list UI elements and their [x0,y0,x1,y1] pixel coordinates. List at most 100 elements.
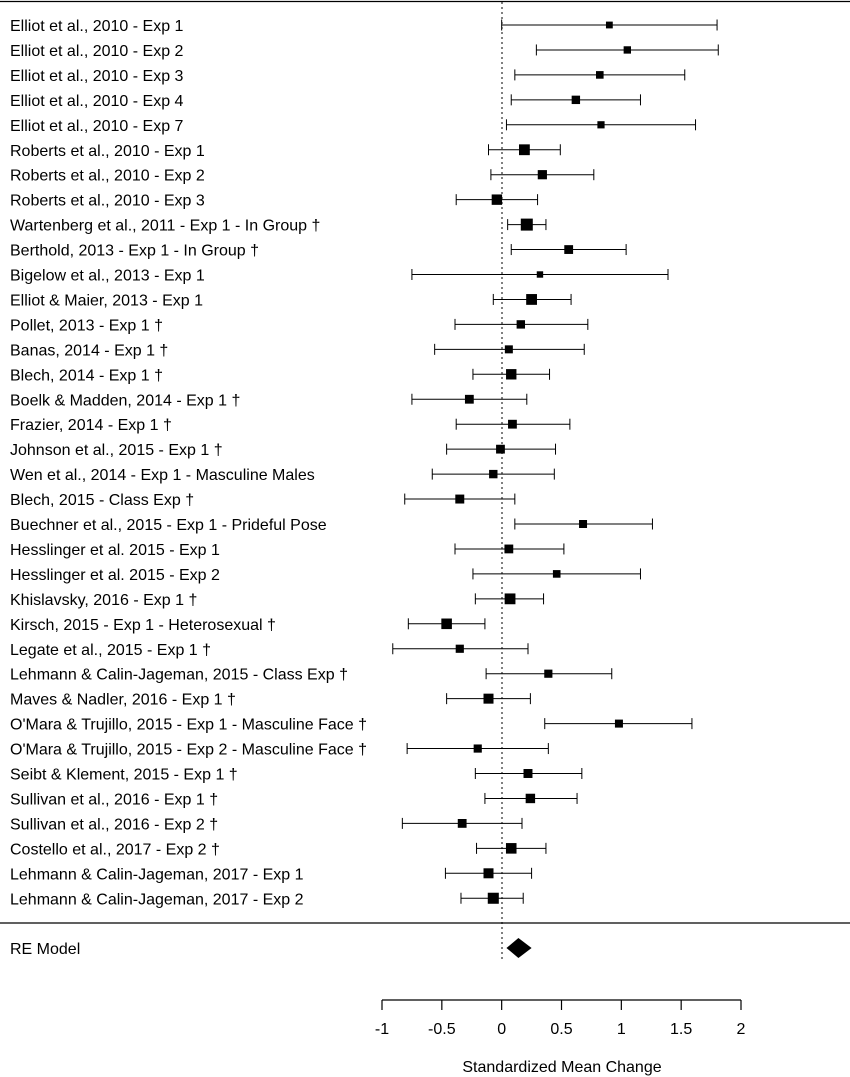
point-estimate [441,618,452,630]
point-estimate [457,819,467,828]
point-estimate [483,693,494,704]
study-label: Lehmann & Calin-Jageman, 2015 - Class Ex… [10,667,348,684]
study-row: Elliot & Maier, 2013 - Exp 1 [10,292,572,309]
study-row: Maves & Nadler, 2016 - Exp 1 † [10,692,531,709]
study-label: Maves & Nadler, 2016 - Exp 1 † [10,692,236,709]
study-row: O'Mara & Trujillo, 2015 - Exp 2 - Mascul… [10,742,549,759]
study-row: Johnson et al., 2015 - Exp 1 † [10,442,557,459]
point-estimate [506,369,517,380]
study-row: Elliot et al., 2010 - Exp 2 [10,43,719,60]
point-estimate [489,469,498,479]
point-estimate [595,71,604,79]
study-label: Elliot et al., 2010 - Exp 4 [10,93,184,110]
study-row: Blech, 2014 - Exp 1 † [10,367,551,384]
study-row: Hesslinger et al. 2015 - Exp 1 [10,542,565,559]
study-label: Elliot et al., 2010 - Exp 2 [10,43,184,60]
study-rows: Elliot et al., 2010 - Exp 1 Elliot et al.… [10,18,719,908]
study-row: Berthold, 2013 - Exp 1 - In Group † [10,243,627,260]
study-row: Bigelow et al., 2013 - Exp 1 [10,268,669,285]
study-row: Lehmann & Calin-Jageman, 2017 - Exp 1 [10,866,533,883]
study-label: Bigelow et al., 2013 - Exp 1 [10,268,205,285]
study-row: Hesslinger et al. 2015 - Exp 2 [10,567,641,584]
study-row: Lehmann & Calin-Jageman, 2017 - Exp 2 [10,891,524,908]
point-estimate [536,271,544,278]
study-row: Banas, 2014 - Exp 1 † [10,342,585,359]
study-row: Elliot et al., 2010 - Exp 1 [10,18,718,35]
study-label: Legate et al., 2015 - Exp 1 † [10,642,211,659]
point-estimate [564,245,574,254]
summary-diamond [506,938,532,958]
point-estimate [504,544,514,554]
study-label: Hesslinger et al. 2015 - Exp 1 [10,542,220,559]
study-label: Boelk & Madden, 2014 - Exp 1 † [10,392,240,409]
point-estimate [520,218,533,231]
study-label: Elliot & Maier, 2013 - Exp 1 [10,292,203,309]
point-estimate [496,444,505,454]
point-estimate [464,394,474,404]
point-estimate [504,593,516,605]
study-label: Frazier, 2014 - Exp 1 † [10,417,172,434]
study-label: Elliot et al., 2010 - Exp 7 [10,118,184,135]
study-row: Sullivan et al., 2016 - Exp 1 † [10,791,578,808]
study-row: Khislavsky, 2016 - Exp 1 † [10,592,545,609]
study-label: Johnson et al., 2015 - Exp 1 † [10,442,223,459]
point-estimate [483,868,494,879]
x-tick-label: 2 [737,1021,746,1038]
study-label: Wen et al., 2014 - Exp 1 - Masculine Mal… [10,467,315,484]
x-tick-label: -0.5 [428,1021,456,1038]
study-label: Elliot et al., 2010 - Exp 3 [10,68,184,85]
study-label: Wartenberg et al., 2011 - Exp 1 - In Gro… [10,218,320,235]
point-estimate [579,520,588,528]
point-estimate [623,46,631,54]
point-estimate [523,769,533,778]
x-tick-label: 0 [497,1021,506,1038]
study-label: Khislavsky, 2016 - Exp 1 † [10,592,197,609]
x-tick-label: 0.5 [550,1021,572,1038]
study-label: Sullivan et al., 2016 - Exp 2 † [10,816,218,833]
study-row: Elliot et al., 2010 - Exp 7 [10,118,697,135]
point-estimate [526,294,537,305]
study-row: Frazier, 2014 - Exp 1 † [10,417,571,434]
x-tick-label: 1 [617,1021,626,1038]
study-row: Seibt & Klement, 2015 - Exp 1 † [10,767,583,784]
point-estimate [516,320,526,329]
point-estimate [537,170,547,180]
summary-row: RE Model [10,938,532,958]
study-label: Seibt & Klement, 2015 - Exp 1 † [10,767,238,784]
study-label: O'Mara & Trujillo, 2015 - Exp 2 - Mascul… [10,742,367,759]
x-tick-label: 1.5 [670,1021,692,1038]
point-estimate [552,570,561,578]
point-estimate [455,644,464,653]
study-row: Lehmann & Calin-Jageman, 2015 - Class Ex… [10,667,613,684]
study-label: Sullivan et al., 2016 - Exp 1 † [10,791,218,808]
study-label: Buechner et al., 2015 - Exp 1 - Prideful… [10,517,327,534]
study-row: Pollet, 2013 - Exp 1 † [10,317,589,334]
point-estimate [597,121,605,129]
study-row: Wartenberg et al., 2011 - Exp 1 - In Gro… [10,218,547,235]
study-label: Lehmann & Calin-Jageman, 2017 - Exp 1 [10,866,304,883]
point-estimate [614,719,623,728]
point-estimate [504,345,513,354]
study-label: Hesslinger et al. 2015 - Exp 2 [10,567,220,584]
study-label: Berthold, 2013 - Exp 1 - In Group † [10,243,259,260]
study-label: Pollet, 2013 - Exp 1 † [10,317,163,334]
point-estimate [525,793,536,804]
study-label: Blech, 2014 - Exp 1 † [10,367,163,384]
study-row: Elliot et al., 2010 - Exp 4 [10,93,641,110]
study-row: Boelk & Madden, 2014 - Exp 1 † [10,392,528,409]
study-row: Buechner et al., 2015 - Exp 1 - Prideful… [10,517,653,534]
point-estimate [571,95,581,105]
study-label: Elliot et al., 2010 - Exp 1 [10,18,184,35]
study-label: Roberts et al., 2010 - Exp 3 [10,193,205,210]
study-row: Legate et al., 2015 - Exp 1 † [10,642,529,659]
point-estimate [487,892,499,904]
study-row: Roberts et al., 2010 - Exp 3 [10,193,539,210]
x-axis-title: Standardized Mean Change [462,1059,661,1076]
study-row: Kirsch, 2015 - Exp 1 - Heterosexual † [10,617,486,634]
point-estimate [605,21,613,29]
study-label: Kirsch, 2015 - Exp 1 - Heterosexual † [10,617,276,634]
study-row: Roberts et al., 2010 - Exp 2 [10,168,595,185]
study-label: Costello et al., 2017 - Exp 2 † [10,841,220,858]
study-row: Sullivan et al., 2016 - Exp 2 † [10,816,523,833]
